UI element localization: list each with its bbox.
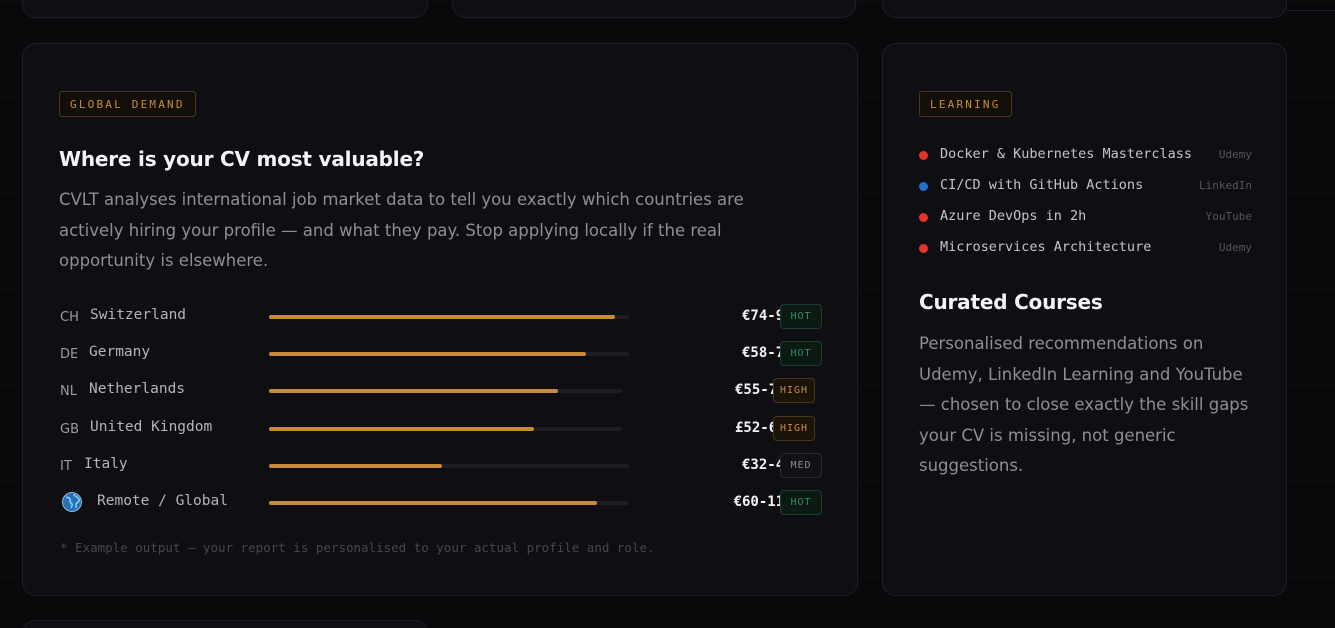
card-top-middle	[452, 0, 856, 18]
provider-dot-icon	[919, 151, 928, 160]
course-title: Microservices Architecture	[940, 239, 1152, 255]
globe-icon	[62, 492, 82, 512]
card-bottom-left	[22, 620, 428, 628]
demand-bar-fill	[269, 501, 597, 505]
demand-bar-track	[269, 427, 622, 431]
demand-badge: HOT	[780, 490, 822, 515]
course-item[interactable]: Azure DevOps in 2h YouTube	[919, 208, 1252, 226]
provider-dot-icon	[919, 182, 928, 191]
country-code: CH	[60, 310, 79, 325]
demand-row: DE Germany €58-78k HOT	[60, 341, 830, 366]
courses-heading: Curated Courses	[919, 290, 1103, 314]
courses-description: Personalised recommendations on Udemy, L…	[919, 334, 1249, 475]
demand-bar-fill	[269, 427, 534, 431]
demand-row: Remote / Global €60-110k HOT	[60, 490, 830, 515]
demand-badge: HOT	[780, 341, 822, 366]
demand-row: GB United Kingdom £52-68k HIGH	[60, 416, 830, 441]
demand-badge: MED	[780, 453, 822, 478]
demand-bar-fill	[269, 315, 615, 319]
provider-dot-icon	[919, 213, 928, 222]
course-item[interactable]: Docker & Kubernetes Masterclass Udemy	[919, 146, 1252, 164]
global-demand-tag: GLOBAL DEMAND	[59, 91, 196, 117]
course-title: Azure DevOps in 2h	[940, 208, 1087, 224]
demand-badge: HIGH	[773, 378, 815, 403]
demand-row: NL Netherlands €55-72k HIGH	[60, 378, 830, 403]
demand-description: CVLT analyses international job market d…	[59, 190, 744, 270]
country-code: DE	[60, 347, 79, 362]
demand-row: IT Italy €32-48k MED	[60, 453, 830, 478]
global-demand-card: GLOBAL DEMAND Where is your CV most valu…	[22, 43, 858, 596]
course-item[interactable]: Microservices Architecture Udemy	[919, 239, 1252, 257]
country-name: Netherlands	[89, 381, 186, 397]
card-top-right	[882, 0, 1287, 18]
course-title: Docker & Kubernetes Masterclass	[940, 146, 1192, 162]
demand-bar-track	[269, 315, 629, 319]
learning-tag: LEARNING	[919, 91, 1012, 117]
demand-badge: HOT	[780, 304, 822, 329]
provider-dot-icon	[919, 244, 928, 253]
demand-row: CH Switzerland €74-92k HOT	[60, 304, 830, 329]
demand-footnote: * Example output — your report is person…	[60, 540, 655, 555]
demand-bar-fill	[269, 352, 586, 356]
country-code: NL	[60, 384, 77, 399]
course-title: CI/CD with GitHub Actions	[940, 177, 1144, 193]
demand-bar-track	[269, 501, 629, 505]
demand-bar-fill	[269, 389, 558, 393]
demand-bar-fill	[269, 464, 442, 468]
course-provider: Udemy	[1218, 241, 1252, 254]
country-name: Germany	[89, 344, 151, 360]
country-name: Remote / Global	[97, 493, 228, 509]
demand-bar-track	[269, 352, 629, 356]
demand-badge: HIGH	[773, 416, 815, 441]
country-name: Italy	[84, 456, 128, 472]
demand-bar-track	[269, 464, 629, 468]
demand-bar-track	[269, 389, 622, 393]
course-provider: YouTube	[1205, 210, 1252, 223]
top-divider	[1287, 10, 1335, 11]
country-name: United Kingdom	[90, 419, 213, 435]
course-item[interactable]: CI/CD with GitHub Actions LinkedIn	[919, 177, 1252, 195]
demand-heading: Where is your CV most valuable?	[59, 147, 425, 171]
country-name: Switzerland	[90, 307, 187, 323]
card-top-left	[22, 0, 428, 18]
course-provider: LinkedIn	[1199, 179, 1252, 192]
course-provider: Udemy	[1218, 148, 1252, 161]
learning-card: LEARNING Docker & Kubernetes Masterclass…	[882, 43, 1287, 596]
country-code: IT	[60, 459, 72, 474]
country-code: GB	[60, 422, 79, 437]
